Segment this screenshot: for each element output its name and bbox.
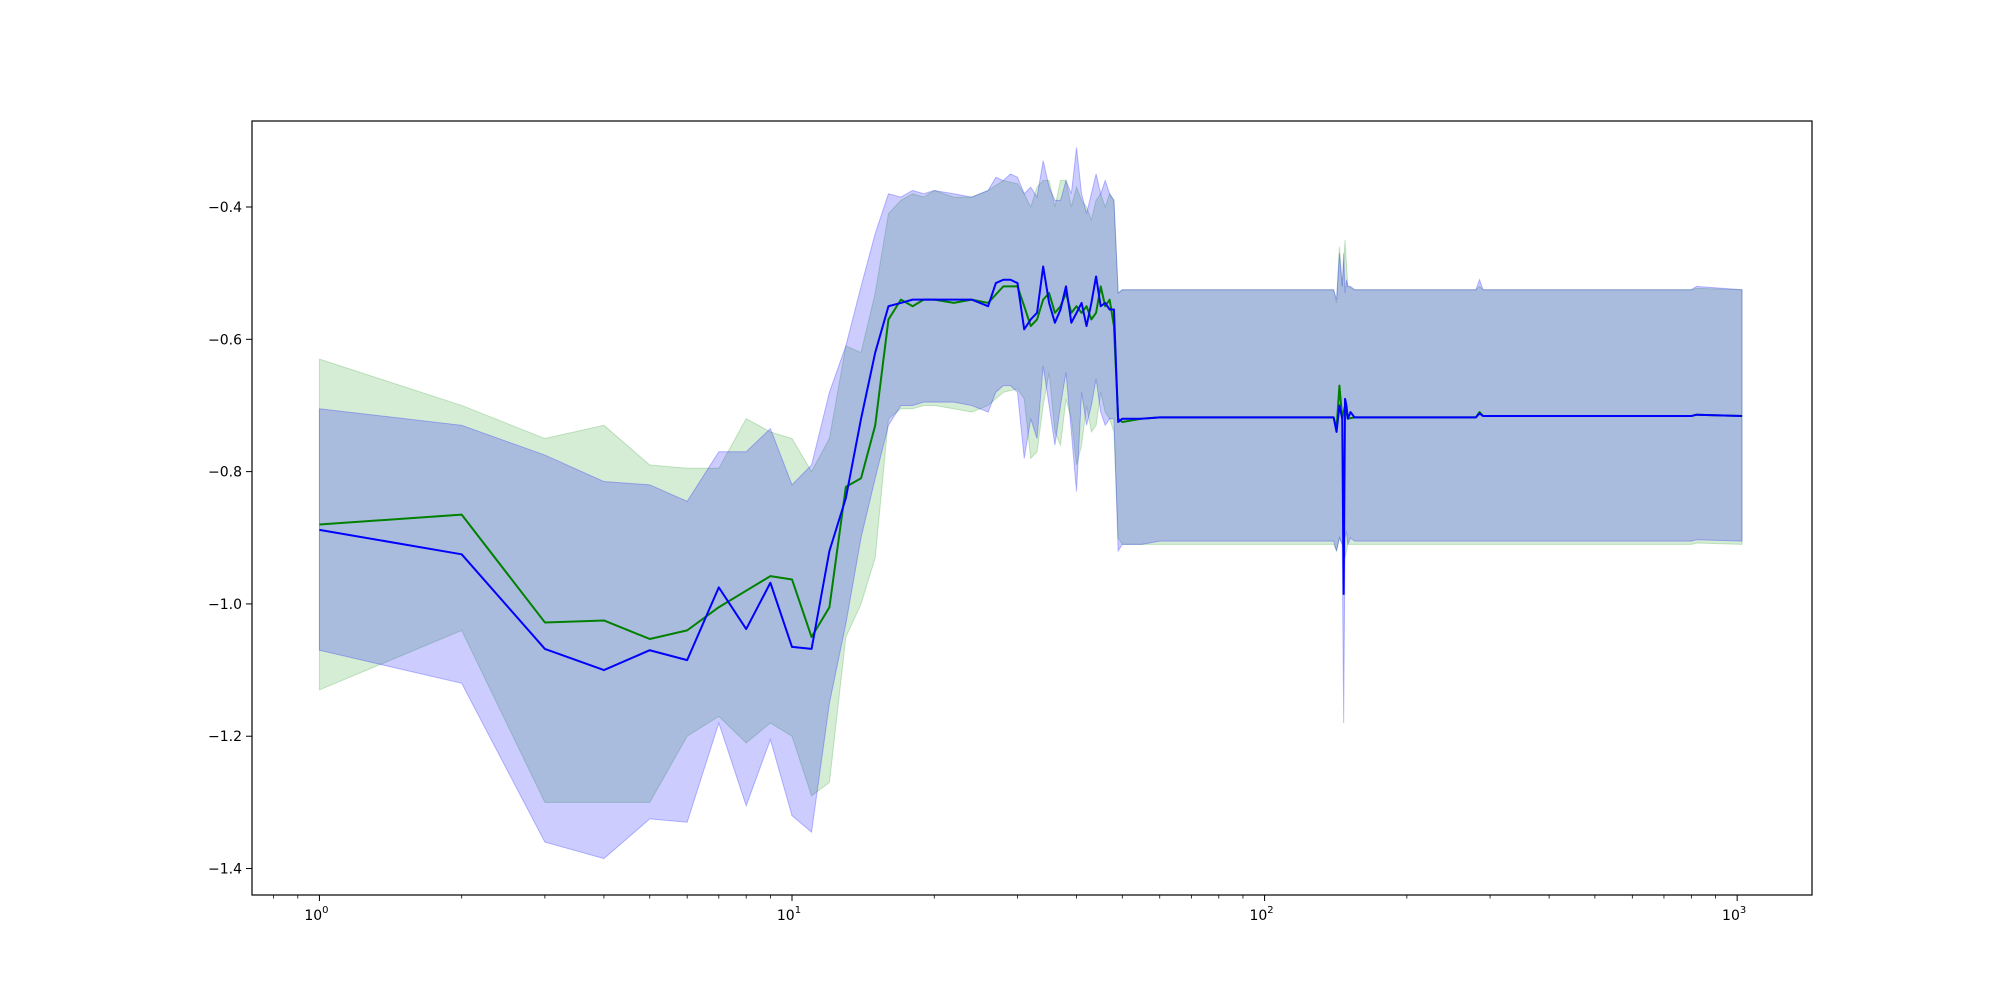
y-tick-label: −1.0 xyxy=(208,597,242,613)
y-tick-label: −0.4 xyxy=(208,200,242,216)
y-axis: −0.4 −0.6 −0.8 −1.0 −1.2 −1.4 xyxy=(208,200,252,878)
bands-layer xyxy=(318,147,1743,860)
y-tick-label: −1.4 xyxy=(208,862,242,878)
y-tick-label: −0.8 xyxy=(208,465,242,481)
series-2-line xyxy=(319,265,1743,672)
series-2-band xyxy=(318,147,1743,860)
lines-layer xyxy=(319,265,1743,672)
y-tick-label: −0.6 xyxy=(208,332,242,348)
y-tick-label: −1.2 xyxy=(208,729,242,745)
plot-frame xyxy=(251,120,1813,896)
series-1-band xyxy=(318,180,1743,803)
